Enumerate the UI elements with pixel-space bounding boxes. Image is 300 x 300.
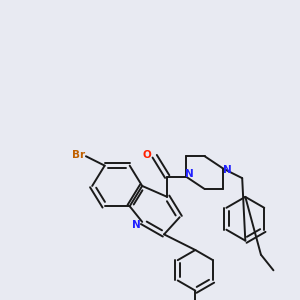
Text: N: N xyxy=(185,169,194,179)
Text: Br: Br xyxy=(72,150,85,160)
Text: N: N xyxy=(132,220,141,230)
Text: N: N xyxy=(223,165,232,175)
Text: O: O xyxy=(142,150,151,160)
